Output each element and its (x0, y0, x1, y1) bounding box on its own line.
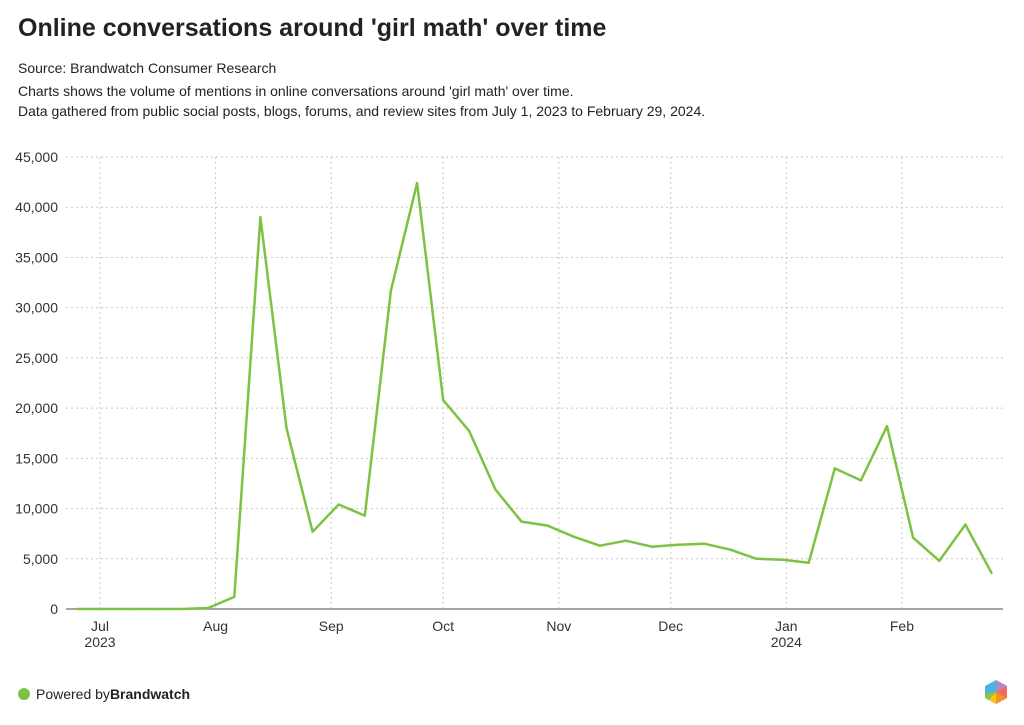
data-point (285, 427, 288, 430)
data-point (990, 571, 993, 575)
data-point (520, 520, 523, 523)
data-point (729, 548, 732, 551)
description-line-2: Data gathered from public social posts, … (18, 103, 706, 119)
data-point (755, 557, 758, 560)
data-point (546, 524, 549, 527)
brand-dot-icon (18, 688, 30, 700)
data-point (259, 216, 262, 219)
x-tick-label: Nov (546, 618, 571, 634)
x-tick-label: Jan (775, 618, 798, 634)
data-point (233, 595, 236, 599)
x-tick-label: Sep (319, 618, 344, 634)
y-tick-label: 30,000 (15, 300, 58, 316)
x-tick-year-label: 2024 (771, 634, 802, 650)
x-tick-label: Dec (658, 618, 683, 634)
x-tick-label: Feb (890, 618, 914, 634)
data-point (859, 479, 863, 482)
y-tick-label: 10,000 (15, 501, 58, 517)
y-tick-label: 0 (50, 601, 58, 617)
source-text: Source: Brandwatch Consumer Research (18, 60, 277, 76)
data-point (441, 398, 445, 402)
data-point (833, 467, 837, 470)
data-point (572, 535, 575, 538)
footer: Powered by Brandwatch (18, 686, 190, 702)
data-point (415, 181, 419, 185)
x-tick-year-label: 2023 (84, 634, 115, 650)
x-tick-label: Oct (432, 618, 454, 634)
data-point (311, 530, 314, 533)
x-tick-label: Aug (203, 618, 228, 634)
data-point (807, 561, 810, 564)
data-point (964, 523, 967, 526)
chart-title: Online conversations around 'girl math' … (18, 14, 607, 42)
data-point (363, 514, 367, 517)
data-point (598, 544, 602, 547)
y-tick-label: 35,000 (15, 249, 58, 265)
data-point (676, 543, 680, 546)
series-line-mentions (77, 181, 993, 611)
data-point (650, 545, 654, 548)
data-point (885, 424, 889, 428)
data-point (911, 536, 915, 539)
data-point (76, 607, 79, 611)
description-line-1: Charts shows the volume of mentions in o… (18, 83, 574, 99)
data-point (154, 607, 158, 611)
y-tick-label: 15,000 (15, 450, 58, 466)
y-tick-label: 45,000 (15, 149, 58, 165)
data-point (624, 539, 628, 542)
data-point (389, 289, 393, 292)
data-point (337, 503, 340, 506)
brandwatch-logo-icon (985, 680, 1007, 704)
x-tick-label: Jul (91, 618, 109, 634)
data-point (180, 607, 184, 611)
footer-brand: Brandwatch (109, 686, 191, 702)
y-tick-label: 20,000 (15, 400, 58, 416)
data-point (206, 606, 210, 610)
y-tick-label: 25,000 (15, 350, 58, 366)
data-point (938, 559, 941, 562)
data-point (781, 558, 784, 561)
data-point (128, 607, 132, 611)
y-tick-label: 5,000 (23, 551, 58, 567)
y-tick-label: 40,000 (15, 199, 58, 215)
data-point (494, 488, 497, 491)
data-point (102, 607, 105, 611)
data-point (703, 542, 706, 545)
footer-prefix: Powered by (36, 686, 110, 702)
data-point (468, 430, 471, 433)
